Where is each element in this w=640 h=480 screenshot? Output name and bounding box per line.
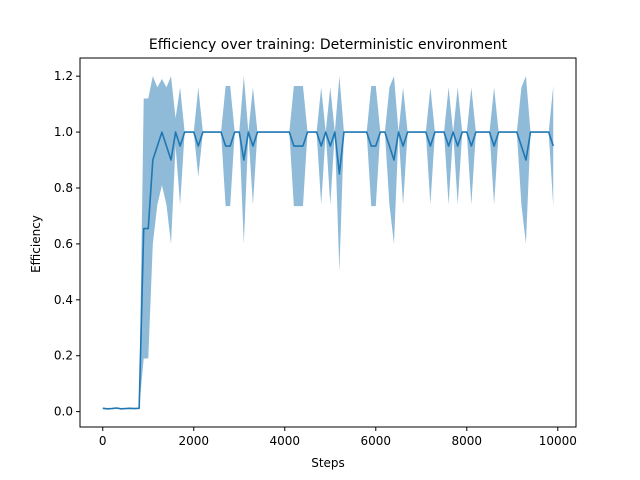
- series-line-layer: [102, 131, 555, 410]
- x-tick-label: 2000: [178, 434, 209, 448]
- x-axis-label: Steps: [311, 456, 345, 470]
- y-tick-label: 1.2: [54, 69, 73, 83]
- x-tick-label: 4000: [269, 434, 300, 448]
- y-tick-label: 0.8: [54, 181, 73, 195]
- x-tick-label: 8000: [452, 434, 483, 448]
- confidence-band: [102, 76, 554, 409]
- x-axis-ticks: 0 2000 4000 6000 8000 10000: [99, 427, 577, 448]
- y-tick-label: 0.4: [54, 293, 73, 307]
- y-tick-label: 0.6: [54, 237, 73, 251]
- y-tick-label: 0.2: [54, 349, 73, 363]
- chart-title: Efficiency over training: Deterministic …: [149, 37, 508, 53]
- y-tick-label: 0.0: [54, 405, 73, 419]
- x-tick-label: 0: [99, 434, 107, 448]
- y-axis-ticks: 0.0 0.2 0.4 0.6 0.8 1.0 1.2: [54, 69, 80, 419]
- confidence-band-layer: [102, 76, 554, 409]
- series-line: [102, 131, 555, 410]
- x-tick-label: 10000: [539, 434, 577, 448]
- plot-frame: [79, 57, 577, 428]
- x-tick-label: 6000: [361, 434, 392, 448]
- y-axis-label: Efficiency: [29, 215, 43, 273]
- y-tick-label: 1.0: [54, 125, 73, 139]
